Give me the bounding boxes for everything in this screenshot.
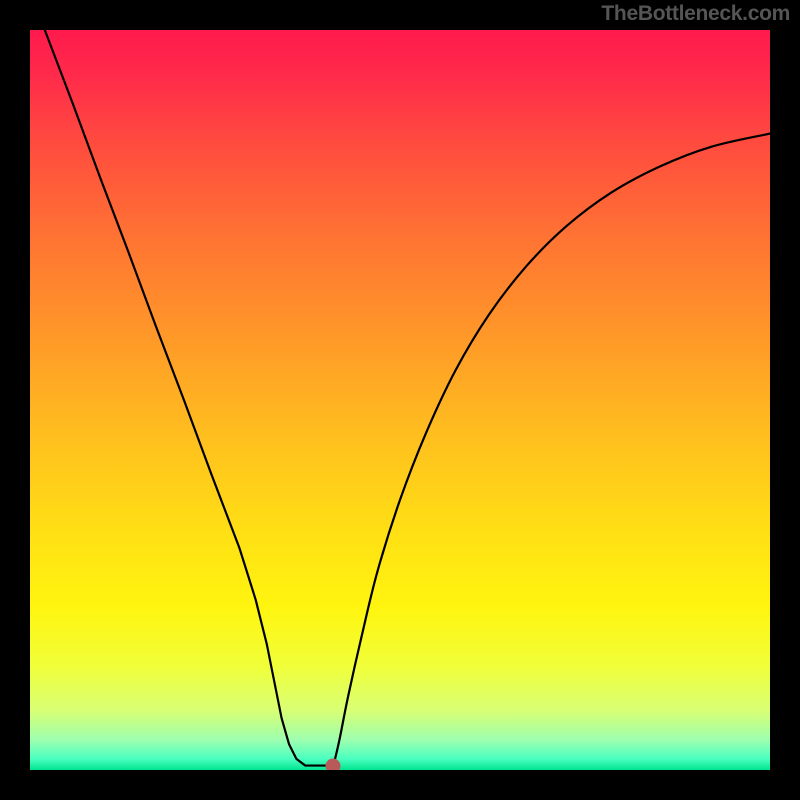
plot-area bbox=[30, 30, 770, 770]
minimum-marker bbox=[326, 758, 341, 770]
watermark-text: TheBottleneck.com bbox=[601, 2, 790, 26]
bottleneck-curve bbox=[30, 30, 770, 770]
